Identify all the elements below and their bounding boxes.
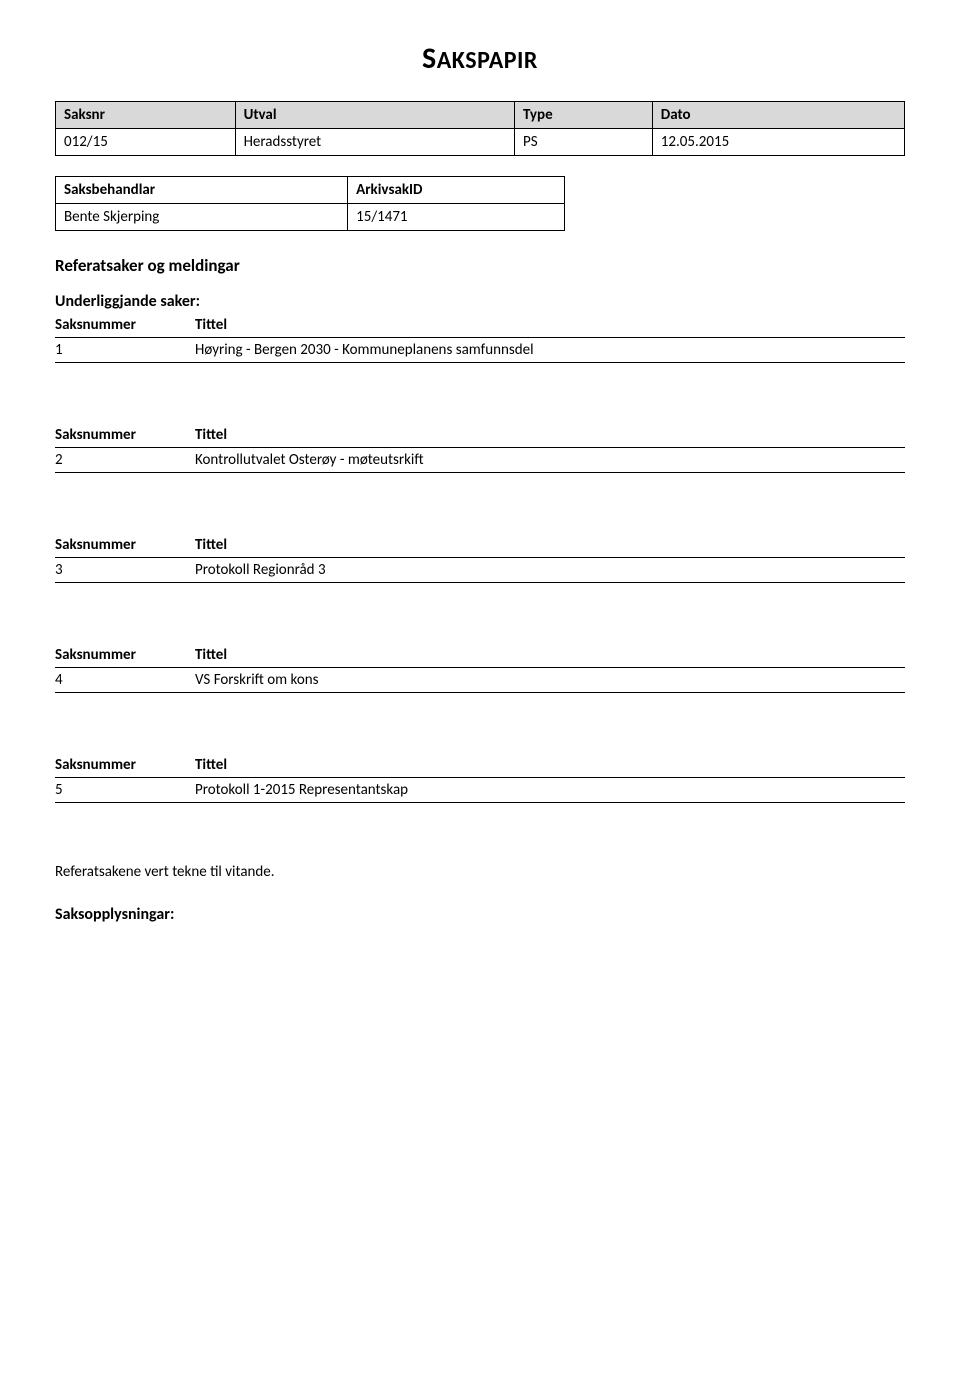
item-num: 2 xyxy=(55,448,195,473)
item-row: 1 Høyring - Bergen 2030 - Kommuneplanens… xyxy=(55,338,905,363)
item-row: 4 VS Forskrift om kons xyxy=(55,668,905,693)
item-num: 4 xyxy=(55,668,195,693)
handler-table: Saksbehandlar ArkivsakID Bente Skjerping… xyxy=(55,176,565,231)
item-table-3: Saksnummer Tittel 3 Protokoll Regionråd … xyxy=(55,533,905,583)
handler-cell-name: Bente Skjerping xyxy=(56,204,348,231)
case-cell-utval: Heradsstyret xyxy=(235,129,514,156)
handler-row: Bente Skjerping 15/1471 xyxy=(56,204,565,231)
item-title: Høyring - Bergen 2030 - Kommuneplanens s… xyxy=(195,338,905,363)
case-header-dato: Dato xyxy=(652,102,904,129)
item-header-num: Saksnummer xyxy=(55,423,195,448)
item-table-5: Saksnummer Tittel 5 Protokoll 1-2015 Rep… xyxy=(55,753,905,803)
item-table-1: Saksnummer Tittel 1 Høyring - Bergen 203… xyxy=(55,313,905,363)
handler-header-arkivsakid: ArkivsakID xyxy=(348,177,565,204)
item-num: 3 xyxy=(55,558,195,583)
item-table-2: Saksnummer Tittel 2 Kontrollutvalet Oste… xyxy=(55,423,905,473)
case-header-utval: Utval xyxy=(235,102,514,129)
case-cell-type: PS xyxy=(514,129,652,156)
footnote-text: Referatsakene vert tekne til vitande. xyxy=(55,863,905,881)
case-cell-dato: 12.05.2015 xyxy=(652,129,904,156)
item-header-title: Tittel xyxy=(195,533,905,558)
item-title: Kontrollutvalet Osterøy - møteutsrkift xyxy=(195,448,905,473)
item-title: Protokoll 1-2015 Representantskap xyxy=(195,778,905,803)
case-header-saksnr: Saksnr xyxy=(56,102,236,129)
item-header-title: Tittel xyxy=(195,643,905,668)
document-title: SAKSPAPIR xyxy=(55,40,905,77)
item-header-num: Saksnummer xyxy=(55,313,195,338)
footer-heading: Saksopplysningar: xyxy=(55,905,905,924)
item-table-4: Saksnummer Tittel 4 VS Forskrift om kons xyxy=(55,643,905,693)
handler-cell-id: 15/1471 xyxy=(348,204,565,231)
item-title: Protokoll Regionråd 3 xyxy=(195,558,905,583)
item-header-num: Saksnummer xyxy=(55,643,195,668)
item-row: 2 Kontrollutvalet Osterøy - møteutsrkift xyxy=(55,448,905,473)
title-rest: AKSPAPIR xyxy=(437,46,538,75)
item-header-num: Saksnummer xyxy=(55,533,195,558)
title-first-char: S xyxy=(422,40,437,77)
case-header-type: Type xyxy=(514,102,652,129)
case-table: Saksnr Utval Type Dato 012/15 Heradsstyr… xyxy=(55,101,905,156)
subsection-heading: Underliggjande saker: xyxy=(55,292,905,311)
case-cell-saksnr: 012/15 xyxy=(56,129,236,156)
item-header-title: Tittel xyxy=(195,753,905,778)
item-header-title: Tittel xyxy=(195,313,905,338)
section-heading: Referatsaker og meldingar xyxy=(55,255,905,276)
item-header-title: Tittel xyxy=(195,423,905,448)
item-title: VS Forskrift om kons xyxy=(195,668,905,693)
item-header-num: Saksnummer xyxy=(55,753,195,778)
case-row: 012/15 Heradsstyret PS 12.05.2015 xyxy=(56,129,905,156)
handler-header-saksbehandlar: Saksbehandlar xyxy=(56,177,348,204)
item-num: 1 xyxy=(55,338,195,363)
item-num: 5 xyxy=(55,778,195,803)
item-row: 5 Protokoll 1-2015 Representantskap xyxy=(55,778,905,803)
item-row: 3 Protokoll Regionråd 3 xyxy=(55,558,905,583)
